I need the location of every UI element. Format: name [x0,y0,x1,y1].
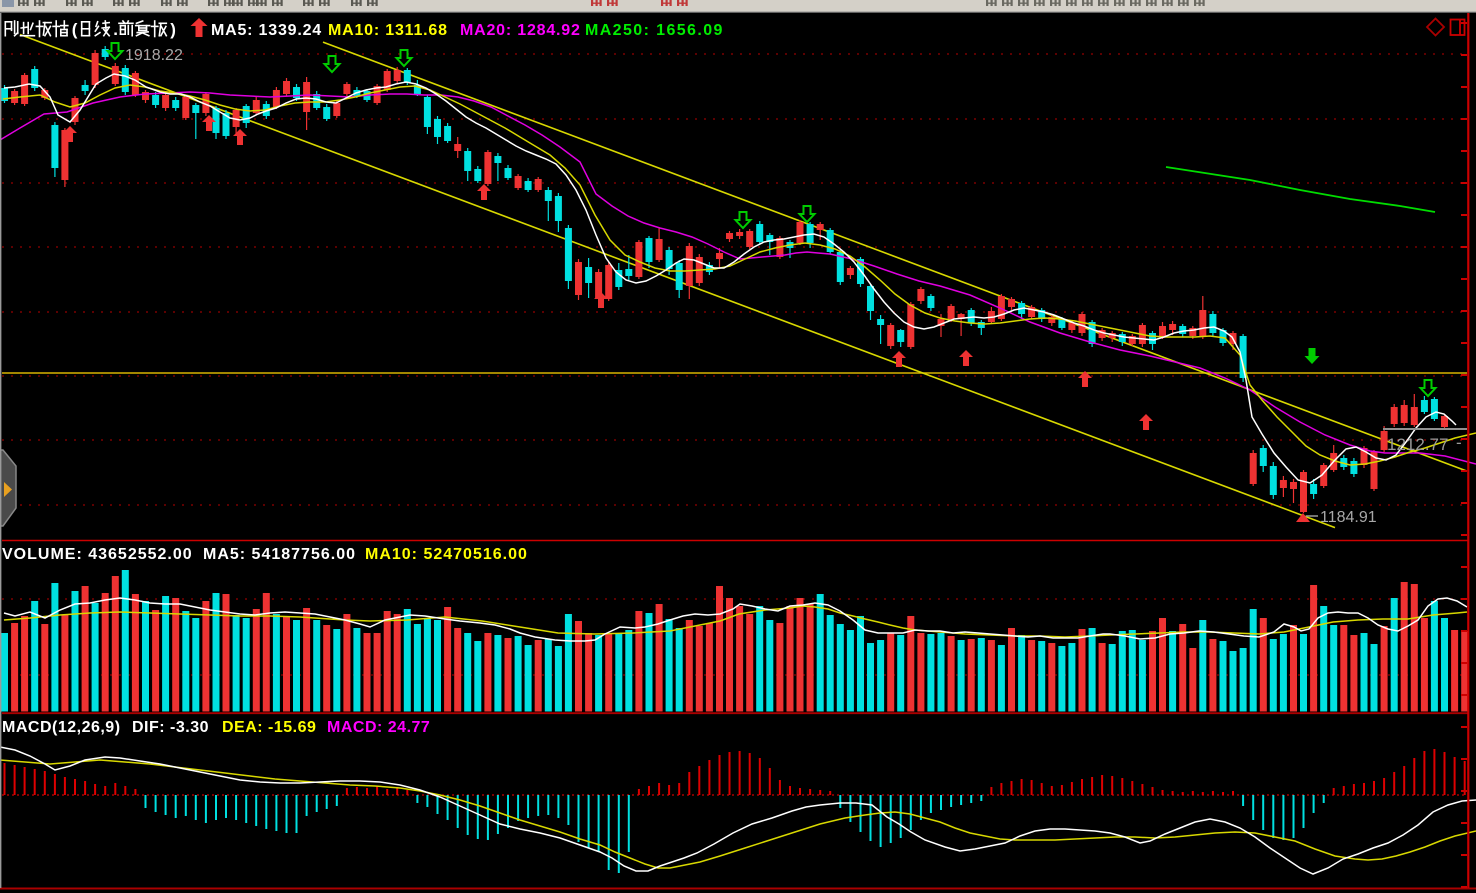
svg-text:MA10: 52470516.00: MA10: 52470516.00 [365,546,528,563]
svg-text:1918.22: 1918.22 [125,47,183,64]
svg-text:MA5: 54187756.00: MA5: 54187756.00 [203,546,356,563]
svg-text:MA10: 1311.68: MA10: 1311.68 [328,22,448,39]
svg-text:MACD(12,26,9): MACD(12,26,9) [2,719,121,736]
svg-text:DIF: -3.30: DIF: -3.30 [132,719,209,736]
svg-text:(: ( [72,20,78,39]
svg-text:1212.77: 1212.77 [1387,435,1448,454]
svg-text:VOLUME: 43652552.00: VOLUME: 43652552.00 [2,546,193,563]
svg-text:MA250: 1656.09: MA250: 1656.09 [585,22,724,39]
svg-text:): ) [170,20,176,39]
svg-text:1184.91: 1184.91 [1320,509,1377,526]
svg-text:.: . [113,20,118,39]
svg-text:-: - [1456,433,1462,452]
svg-text:MACD: 24.77: MACD: 24.77 [327,719,430,736]
svg-text:DEA: -15.69: DEA: -15.69 [222,719,316,736]
svg-text:MA20: 1284.92: MA20: 1284.92 [460,22,581,39]
svg-text:MA5: 1339.24: MA5: 1339.24 [211,22,322,39]
